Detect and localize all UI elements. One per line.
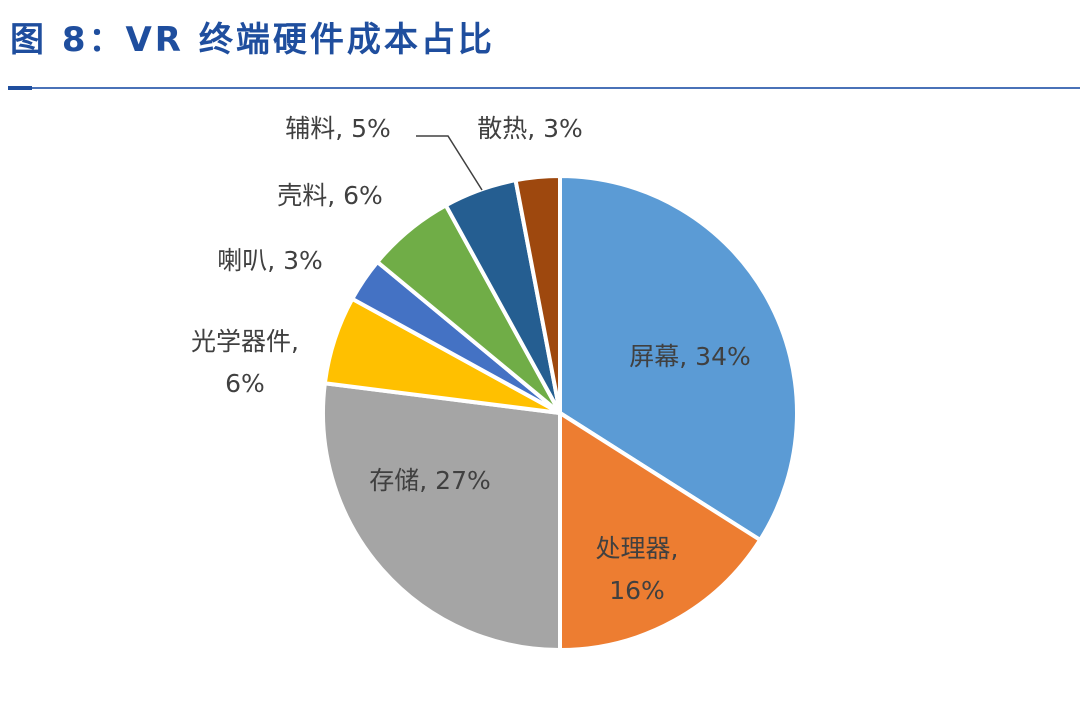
- pie-slice-8: [513, 173, 562, 414]
- title-divider: [8, 87, 1080, 89]
- data-label: 壳料, 6%: [277, 181, 383, 210]
- title-divider-accent: [8, 86, 32, 90]
- data-label: 存储, 27%: [369, 466, 490, 495]
- data-label: 喇叭, 3%: [217, 246, 323, 275]
- data-label: 散热, 3%: [477, 114, 583, 143]
- pie-slice-3: [321, 381, 562, 653]
- data-label: 辅料, 5%: [285, 114, 391, 143]
- data-label: 6%: [225, 369, 265, 398]
- leader-line: [416, 135, 483, 191]
- pie-slice-2: [558, 409, 763, 653]
- data-label: 屏幕, 34%: [629, 342, 750, 371]
- figure-title: 图 8：VR 终端硬件成本占比: [10, 20, 495, 60]
- data-label: 光学器件,: [191, 327, 299, 356]
- data-label: 16%: [609, 576, 665, 605]
- data-label: 处理器,: [596, 534, 679, 563]
